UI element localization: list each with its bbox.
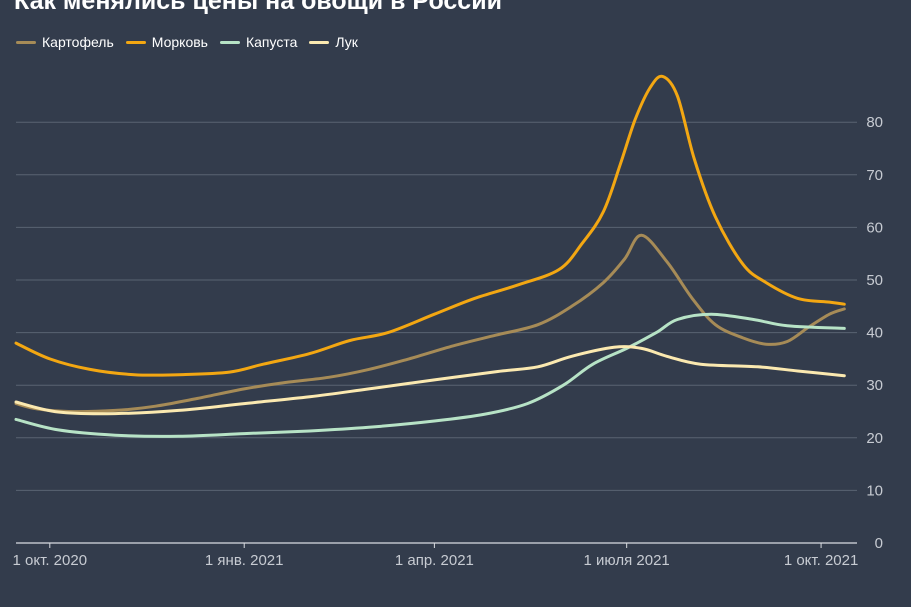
y-tick-label-60: 60 bbox=[866, 219, 883, 236]
y-tick-label-20: 20 bbox=[866, 430, 883, 447]
legend-item-carrot: Морковь bbox=[125, 34, 208, 50]
legend-swatch-potato bbox=[16, 40, 36, 44]
legend-item-potato: Картофель bbox=[16, 34, 114, 50]
x-axis: 1 окт. 2020 1 янв. 2021 1 апр. 2021 1 июля … bbox=[13, 542, 859, 569]
legend-item-onion: Лук bbox=[309, 34, 358, 50]
legend-swatch-onion bbox=[309, 40, 330, 44]
x-tick-label-2: 1 апр. 2021 bbox=[395, 552, 474, 569]
series-lines bbox=[14, 74, 846, 438]
grid-lines bbox=[16, 121, 857, 491]
y-tick-label-80: 80 bbox=[866, 114, 883, 131]
series-line-onion bbox=[14, 345, 846, 416]
legend: Картофель Морковь Капуста Лук bbox=[16, 34, 358, 50]
series-line-potato bbox=[14, 233, 846, 414]
y-axis-ticks: 0 10 20 30 40 50 60 70 80 bbox=[866, 114, 883, 552]
x-tick-label-4: 1 окт. 2021 bbox=[784, 552, 859, 569]
legend-swatch-cabbage bbox=[219, 40, 240, 44]
y-tick-label-0: 0 bbox=[875, 535, 883, 552]
series-line-cabbage bbox=[14, 312, 846, 438]
legend-label-cabbage: Капуста bbox=[245, 34, 298, 50]
legend-label-potato: Картофель bbox=[42, 34, 114, 50]
y-tick-label-70: 70 bbox=[866, 167, 883, 184]
x-tick-label-3: 1 июля 2021 bbox=[584, 552, 670, 569]
y-tick-label-40: 40 bbox=[866, 325, 883, 342]
legend-label-carrot: Морковь bbox=[151, 34, 208, 50]
x-tick-label-0: 1 окт. 2020 bbox=[13, 552, 88, 569]
series-line-carrot bbox=[14, 74, 846, 377]
legend-item-cabbage: Капуста bbox=[219, 34, 298, 50]
chart-title: Как менялись цены на овощи в России bbox=[14, 0, 502, 15]
x-tick-label-1: 1 янв. 2021 bbox=[205, 552, 284, 569]
y-tick-label-50: 50 bbox=[866, 272, 883, 289]
y-tick-label-30: 30 bbox=[866, 377, 883, 394]
legend-swatch-carrot bbox=[125, 40, 146, 44]
legend-label-onion: Лук bbox=[335, 34, 358, 50]
y-tick-label-10: 10 bbox=[866, 482, 883, 499]
